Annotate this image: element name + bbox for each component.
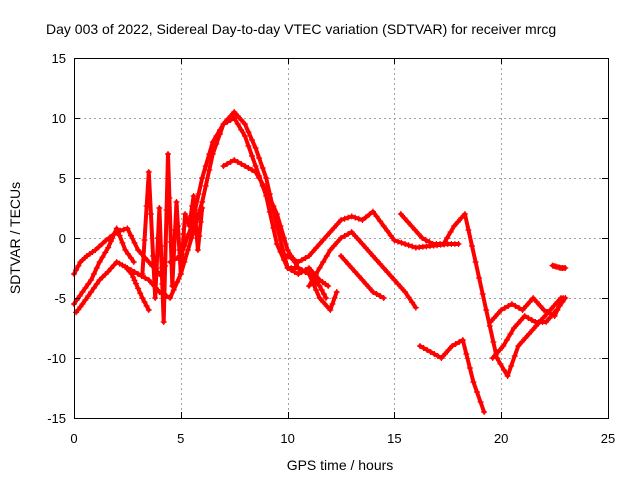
x-axis-label: GPS time / hours <box>287 457 394 473</box>
series-arc-3 <box>73 259 152 316</box>
series-arc-5 <box>139 151 206 325</box>
x-tick-label: 10 <box>280 431 294 446</box>
data-series <box>71 109 569 415</box>
plus-markers <box>139 151 206 325</box>
plus-markers <box>397 211 564 379</box>
plus-markers <box>306 229 419 311</box>
series-arc-10 <box>338 253 387 301</box>
x-tick-label: 15 <box>387 431 401 446</box>
series-arc-12 <box>417 337 488 415</box>
y-tick-label: 5 <box>59 171 66 186</box>
y-tick-label: 15 <box>52 51 66 66</box>
y-tick-label: -10 <box>47 351 66 366</box>
x-tick-label: 0 <box>70 431 77 446</box>
x-tick-label: 25 <box>601 431 615 446</box>
plus-markers <box>73 259 152 316</box>
plus-markers <box>338 253 387 301</box>
y-tick-label: -5 <box>54 291 66 306</box>
y-tick-label: -15 <box>47 411 66 426</box>
y-tick-label: 10 <box>52 111 66 126</box>
series-trace <box>398 212 563 378</box>
chart-title: Day 003 of 2022, Sidereal Day-to-day VTE… <box>46 21 556 37</box>
series-trace <box>418 338 487 414</box>
plus-markers <box>417 337 488 415</box>
series-trace <box>72 226 136 306</box>
x-tick-label: 20 <box>494 431 508 446</box>
x-tick-label: 5 <box>177 431 184 446</box>
series-arc-14 <box>489 295 569 361</box>
plus-markers <box>549 262 569 271</box>
series-arc-9 <box>306 229 419 311</box>
axis-ticks <box>74 58 609 419</box>
series-arc-11 <box>397 211 564 379</box>
y-axis-label: SDTVAR / TECUs <box>7 182 23 294</box>
plus-markers <box>489 295 569 361</box>
y-tick-label: 0 <box>59 231 66 246</box>
series-trace <box>140 152 205 324</box>
tick-labels: 0 5 10 15 20 25 -15 -10 -5 0 5 10 15 <box>47 51 615 446</box>
series-trace <box>490 296 568 360</box>
series-arc-15 <box>549 262 569 271</box>
